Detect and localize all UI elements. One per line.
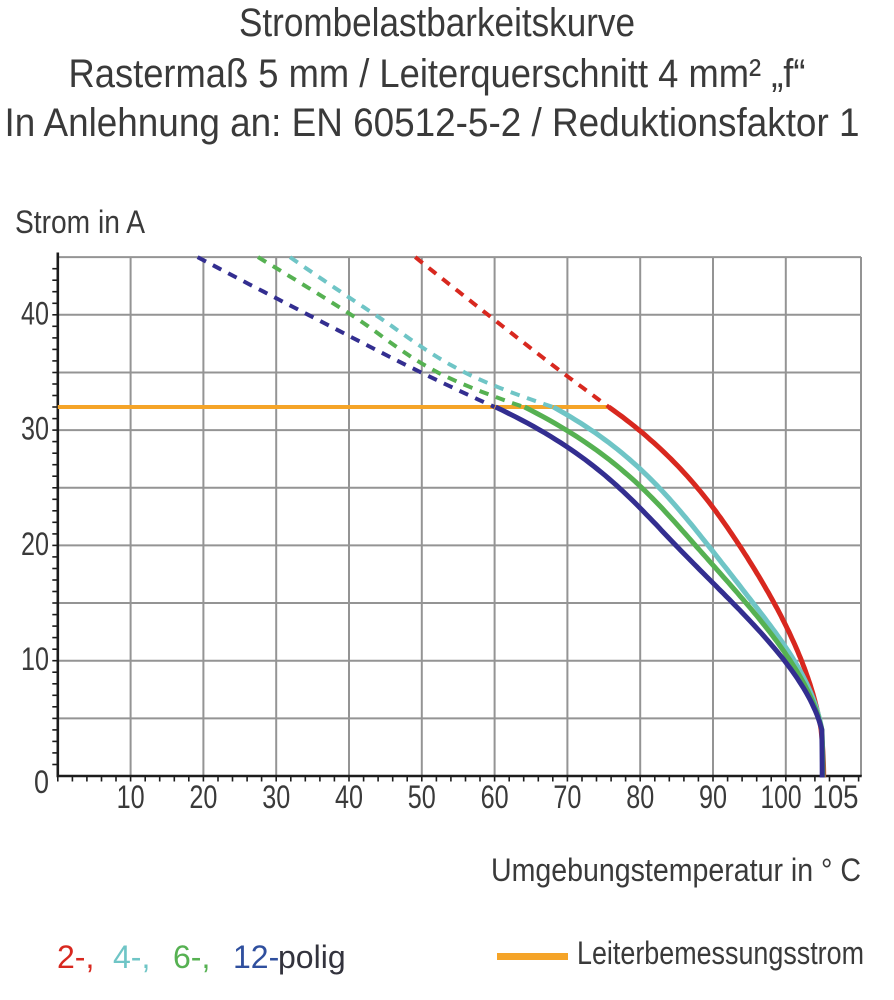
svg-text:20: 20: [189, 779, 217, 815]
svg-text:105: 105: [813, 779, 859, 815]
svg-text:90: 90: [699, 779, 727, 815]
svg-text:10: 10: [117, 779, 145, 815]
svg-text:50: 50: [408, 779, 436, 815]
svg-text:Rastermaß 5 mm / Leiterquersch: Rastermaß 5 mm / Leiterquerschnitt 4 mm²…: [69, 52, 806, 96]
svg-text:4-,: 4-,: [113, 939, 150, 975]
svg-text:60: 60: [481, 779, 509, 815]
svg-text:30: 30: [262, 779, 290, 815]
svg-text:polig: polig: [278, 939, 346, 975]
svg-text:80: 80: [626, 779, 654, 815]
svg-text:12-: 12-: [233, 939, 279, 975]
svg-text:30: 30: [21, 411, 49, 447]
svg-text:40: 40: [21, 295, 49, 331]
svg-text:In Anlehnung an: EN 60512-5-2: In Anlehnung an: EN 60512-5-2 / Reduktio…: [5, 101, 860, 145]
svg-text:20: 20: [21, 526, 49, 562]
svg-text:70: 70: [553, 779, 581, 815]
svg-text:10: 10: [21, 641, 49, 677]
svg-text:40: 40: [335, 779, 363, 815]
svg-text:2-,: 2-,: [57, 939, 94, 975]
svg-text:Umgebungstemperatur in ° C: Umgebungstemperatur in ° C: [491, 852, 861, 888]
svg-text:Strom in A: Strom in A: [15, 204, 146, 240]
svg-text:Strombelastbarkeitskurve: Strombelastbarkeitskurve: [239, 1, 635, 45]
svg-text:0: 0: [34, 764, 49, 800]
svg-text:100: 100: [761, 779, 802, 815]
svg-text:6-,: 6-,: [173, 939, 210, 975]
svg-text:Leiterbemessungsstrom: Leiterbemessungsstrom: [577, 935, 864, 971]
